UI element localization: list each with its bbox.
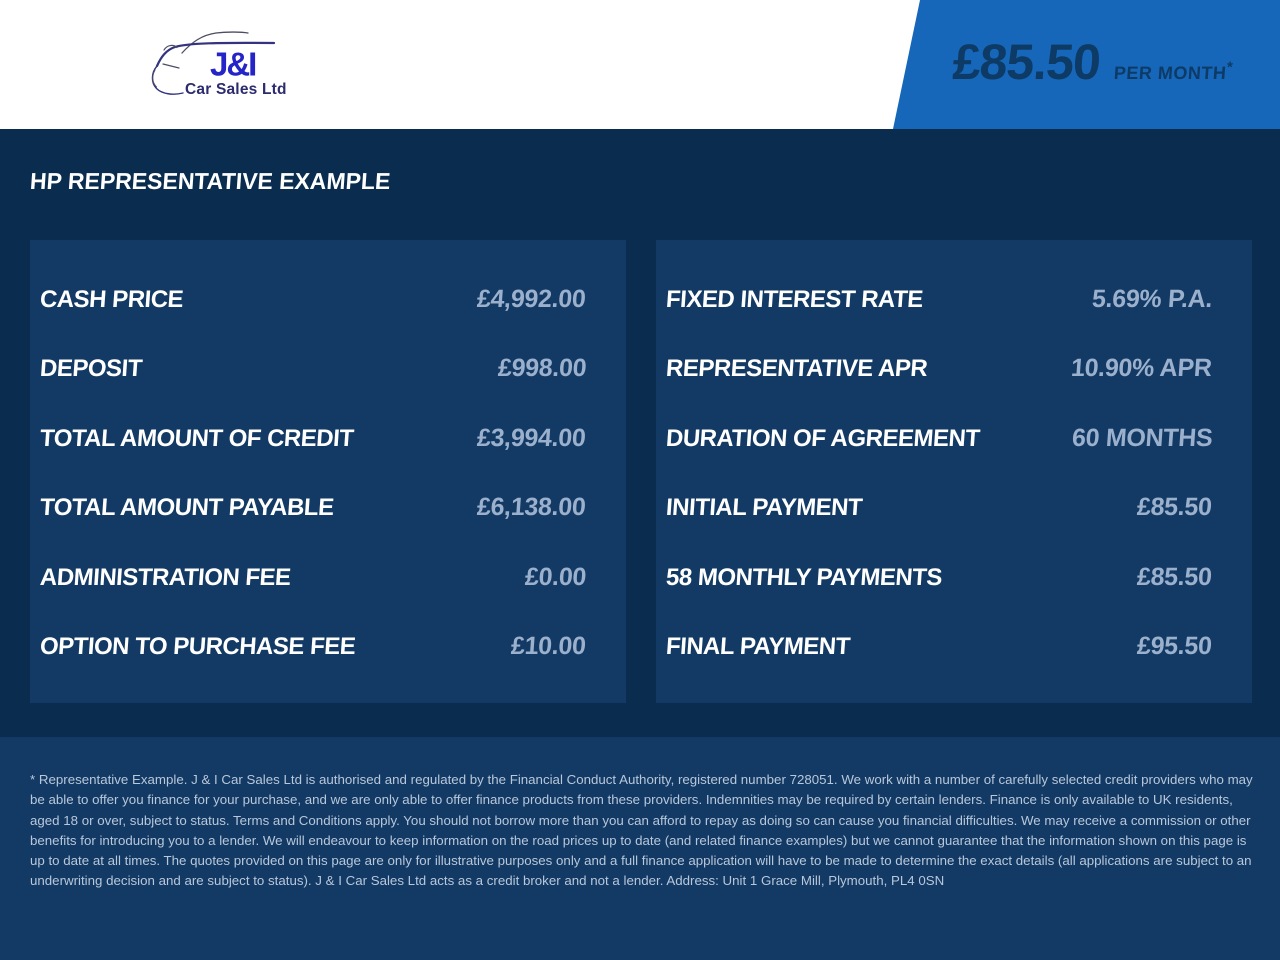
svg-text:Car Sales Ltd: Car Sales Ltd	[185, 81, 287, 98]
svg-text:J&I: J&I	[210, 46, 255, 83]
